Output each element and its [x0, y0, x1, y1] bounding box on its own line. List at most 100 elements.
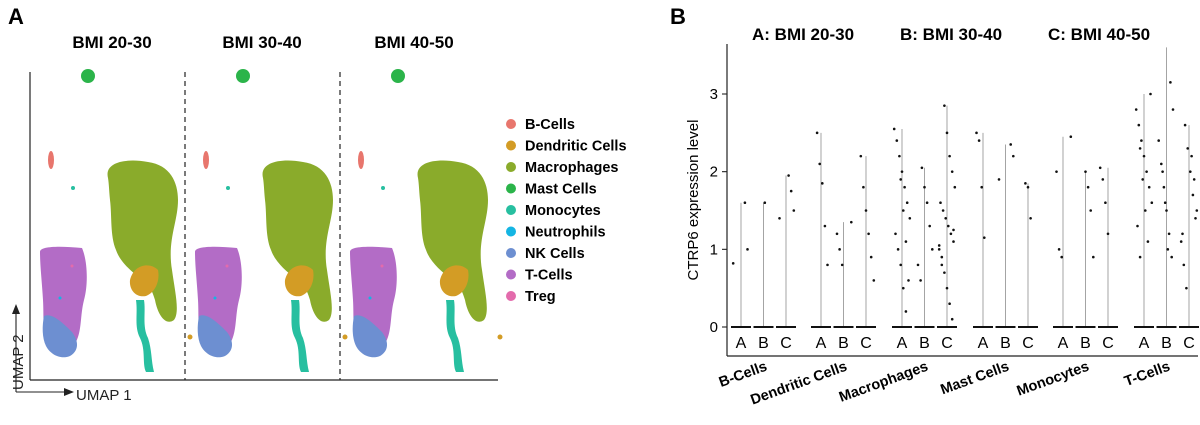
point-3-2-2 — [1024, 182, 1027, 185]
y-tick-label-1: 1 — [710, 241, 718, 258]
legend-swatch-3 — [506, 183, 516, 194]
group-title-b: B: BMI 30-40 — [900, 25, 1002, 44]
point-4-1-0 — [1092, 255, 1095, 259]
umap-cluster-plot-1 — [40, 69, 193, 372]
point-0-2-3 — [787, 174, 790, 177]
point-2-0-5 — [908, 216, 912, 220]
point-5-2-1 — [1182, 263, 1186, 267]
legend-swatch-5 — [506, 226, 516, 237]
point-0-0-1 — [746, 248, 749, 251]
point-5-2-4 — [1191, 193, 1195, 197]
legend-swatch-7 — [506, 269, 516, 280]
point-2-1-0 — [919, 279, 922, 282]
legend-label-0: B-Cells — [525, 117, 575, 133]
point-5-2-11 — [1190, 154, 1193, 158]
point-4-1-3 — [1084, 170, 1087, 173]
point-4-0-3 — [1069, 135, 1073, 139]
point-2-2-14 — [948, 154, 951, 158]
umap-title-2: BMI 30-40 — [222, 33, 301, 52]
legend-swatch-0 — [506, 119, 516, 129]
point-5-2-10 — [1192, 178, 1196, 181]
point-2-2-4 — [940, 255, 944, 259]
point-5-0-3 — [1147, 185, 1151, 189]
point-2-2-9 — [944, 216, 947, 220]
legend-label-2: Macrophages — [525, 160, 618, 176]
point-2-2-18 — [937, 244, 941, 247]
point-3-2-1 — [1026, 185, 1030, 189]
point-0-2-0 — [778, 216, 781, 220]
point-4-2-3 — [1098, 166, 1102, 170]
condition-label-4-1: B — [1080, 335, 1091, 352]
point-4-2-1 — [1104, 201, 1107, 205]
point-2-0-3 — [896, 248, 900, 251]
point-5-2-9 — [1195, 209, 1199, 212]
point-5-2-7 — [1183, 123, 1187, 127]
condition-label-5-2: C — [1183, 335, 1195, 352]
legend-label-7: T-Cells — [525, 268, 573, 284]
legend-swatch-2 — [506, 162, 516, 172]
point-2-1-6 — [920, 166, 924, 170]
point-5-1-0 — [1170, 255, 1173, 259]
point-5-0-9 — [1149, 92, 1152, 96]
point-2-0-4 — [894, 232, 897, 236]
point-2-2-5 — [937, 248, 941, 251]
point-5-0-2 — [1150, 201, 1154, 205]
umap-title-3: BMI 40-50 — [374, 33, 453, 52]
condition-label-5-0: A — [1139, 335, 1150, 352]
point-5-1-1 — [1167, 232, 1171, 236]
condition-label-5-1: B — [1161, 335, 1172, 352]
point-1-0-1 — [823, 224, 827, 228]
legend-label-1: Dendritic Cells — [525, 139, 627, 155]
point-5-2-5 — [1189, 170, 1192, 173]
point-5-0-10 — [1146, 240, 1150, 243]
point-4-1-2 — [1086, 185, 1090, 189]
point-5-2-8 — [1181, 232, 1184, 236]
point-5-0-13 — [1138, 147, 1142, 150]
point-0-0-0 — [731, 262, 735, 265]
point-4-1-1 — [1089, 209, 1092, 212]
legend-swatch-6 — [506, 248, 516, 258]
point-2-0-2 — [899, 263, 902, 267]
point-2-1-5 — [923, 185, 926, 189]
point-2-1-2 — [931, 248, 934, 251]
y-tick-label-0: 0 — [710, 319, 718, 336]
point-5-0-6 — [1140, 139, 1143, 142]
point-2-2-11 — [939, 201, 942, 205]
condition-label-0-2: C — [780, 335, 792, 352]
y-tick-label-3: 3 — [710, 86, 718, 103]
group-title-a: A: BMI 20-30 — [752, 25, 854, 44]
point-5-1-5 — [1157, 139, 1160, 142]
point-2-0-7 — [903, 185, 906, 189]
point-5-0-5 — [1142, 154, 1146, 158]
point-0-2-2 — [789, 189, 793, 193]
condition-label-4-0: A — [1058, 335, 1069, 352]
legend-label-5: Neutrophils — [525, 225, 606, 241]
umap-title-1: BMI 20-30 — [72, 33, 151, 52]
point-2-2-7 — [949, 232, 953, 236]
condition-label-0-1: B — [758, 335, 769, 352]
point-1-2-1 — [869, 255, 873, 259]
legend-label-6: NK Cells — [525, 246, 585, 262]
point-2-2-3 — [943, 271, 946, 274]
point-2-2-12 — [953, 185, 957, 189]
point-1-1-2 — [835, 232, 839, 236]
category-label-0: B-Cells — [717, 359, 769, 391]
point-5-0-1 — [1136, 224, 1139, 228]
violin-y-ticks: 0 1 2 3 — [710, 86, 727, 336]
point-1-2-2 — [867, 232, 870, 236]
condition-label-1-1: B — [838, 335, 849, 352]
point-5-1-10 — [1161, 170, 1164, 173]
point-3-0-3 — [975, 131, 978, 135]
point-3-0-2 — [977, 139, 981, 142]
point-2-2-19 — [952, 228, 955, 232]
point-1-0-3 — [818, 162, 821, 166]
point-2-2-1 — [948, 302, 951, 306]
point-5-0-11 — [1144, 209, 1147, 212]
legend-swatch-1 — [506, 140, 516, 151]
point-2-0-11 — [892, 127, 896, 131]
point-3-1-2 — [1009, 143, 1012, 146]
umap-cluster-plot-2 — [195, 69, 348, 372]
y-tick-label-2: 2 — [710, 164, 718, 181]
point-3-2-0 — [1029, 216, 1032, 220]
